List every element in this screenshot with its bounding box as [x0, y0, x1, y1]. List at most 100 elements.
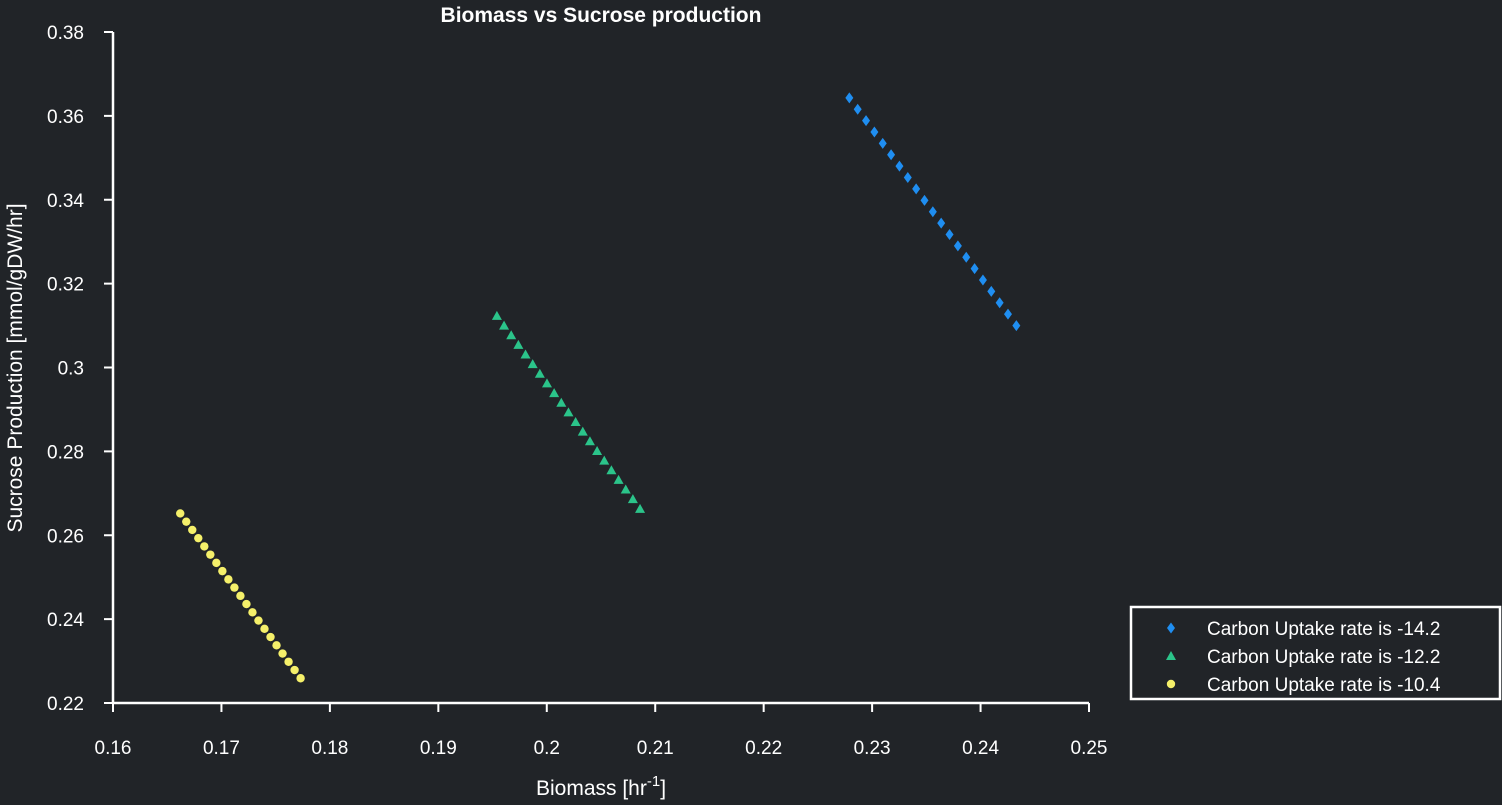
x-axis-label: Biomass [hr-1]	[536, 773, 666, 800]
data-point	[296, 674, 305, 683]
data-point	[878, 137, 887, 149]
data-point	[260, 624, 269, 634]
series-2	[491, 310, 646, 513]
legend-marker	[1166, 679, 1176, 689]
y-tick-label: 0.36	[47, 107, 84, 128]
y-tick-label: 0.3	[58, 359, 84, 380]
data-point	[513, 339, 524, 349]
x-axis-label-suffix: ]	[660, 777, 666, 800]
y-tick-label: 0.32	[47, 275, 84, 296]
x-axis-label-text: Biomass [hr	[536, 777, 647, 800]
legend-box	[1129, 605, 1502, 701]
data-point	[1003, 308, 1012, 320]
data-point	[563, 407, 574, 417]
legend-marker	[1166, 651, 1176, 660]
x-tick-label: 0.25	[1071, 738, 1108, 759]
y-tick-label: 0.34	[47, 191, 84, 212]
data-point	[230, 583, 239, 592]
data-point	[978, 274, 987, 286]
legend-marker	[1167, 622, 1175, 634]
axes	[111, 32, 1089, 705]
series-1	[845, 92, 1021, 332]
data-point	[577, 426, 588, 436]
x-tick-label: 0.18	[311, 738, 348, 759]
data-points	[176, 92, 1021, 683]
data-point	[278, 649, 287, 658]
x-tick-label: 0.23	[854, 738, 891, 759]
data-point	[176, 509, 185, 518]
ticks: 0.16 0.17 0.18 0.19 0.2 0.21 0.22 0.23 0.24 0.25 0…	[47, 23, 1107, 759]
data-point	[584, 436, 595, 446]
data-point	[1012, 320, 1021, 332]
data-point	[506, 330, 517, 340]
data-point	[627, 494, 638, 504]
data-point	[613, 474, 624, 484]
y-tick-label: 0.28	[47, 442, 84, 463]
data-point	[266, 632, 275, 642]
y-tick-label: 0.38	[47, 23, 84, 44]
data-point	[962, 251, 971, 263]
data-point	[970, 263, 979, 275]
x-tick-label: 0.2	[534, 738, 560, 759]
data-point	[549, 388, 560, 398]
data-point	[599, 455, 610, 465]
data-point	[606, 465, 617, 475]
x-tick-label: 0.16	[95, 738, 132, 759]
data-point	[937, 217, 946, 229]
series-3	[176, 509, 305, 683]
legend-label: Carbon Uptake rate is -10.4	[1207, 675, 1441, 696]
y-tick-label: 0.24	[47, 610, 84, 631]
data-point	[212, 558, 221, 568]
data-point	[895, 160, 904, 172]
x-tick-label: 0.21	[637, 738, 674, 759]
x-tick-label: 0.17	[203, 738, 240, 759]
data-point	[248, 608, 257, 617]
x-axis-label-superscript: -1	[647, 773, 660, 790]
data-point	[620, 484, 631, 494]
data-point	[928, 206, 937, 218]
legend: Carbon Uptake rate is -14.2 Carbon Uptake…	[1129, 605, 1502, 701]
y-tick-label: 0.22	[47, 694, 84, 715]
legend-items: Carbon Uptake rate is -14.2 Carbon Uptake…	[1166, 619, 1441, 696]
data-point	[556, 397, 567, 407]
data-point	[870, 126, 879, 138]
data-point	[182, 517, 191, 526]
data-point	[853, 103, 862, 115]
y-axis-label: Sucrose Production [mmol/gDW/hr]	[4, 203, 27, 532]
data-point	[200, 542, 209, 551]
data-point	[845, 92, 854, 104]
data-point	[188, 525, 197, 535]
data-point	[945, 228, 954, 240]
data-point	[499, 320, 510, 330]
x-tick-label: 0.24	[962, 738, 999, 759]
legend-label: Carbon Uptake rate is -12.2	[1207, 647, 1440, 668]
data-point	[534, 368, 545, 378]
data-point	[206, 550, 215, 559]
legend-label: Carbon Uptake rate is -14.2	[1207, 619, 1440, 640]
data-point	[912, 183, 921, 195]
data-point	[862, 115, 871, 127]
data-point	[194, 533, 203, 543]
data-point	[290, 665, 299, 675]
data-point	[284, 657, 293, 666]
data-point	[272, 641, 281, 650]
data-point	[920, 194, 929, 206]
data-point	[527, 359, 538, 369]
data-point	[520, 349, 531, 359]
data-point	[254, 616, 263, 625]
data-point	[903, 172, 912, 184]
x-tick-label: 0.19	[420, 738, 457, 759]
data-point	[887, 149, 896, 161]
data-point	[570, 417, 581, 427]
x-tick-label: 0.22	[745, 738, 782, 759]
y-tick-label: 0.26	[47, 526, 84, 547]
data-point	[236, 591, 245, 601]
data-point	[541, 378, 552, 388]
data-point	[592, 445, 603, 455]
data-point	[987, 285, 996, 297]
data-point	[635, 503, 646, 513]
data-point	[491, 310, 502, 320]
data-point	[995, 297, 1004, 309]
data-point	[953, 240, 962, 252]
